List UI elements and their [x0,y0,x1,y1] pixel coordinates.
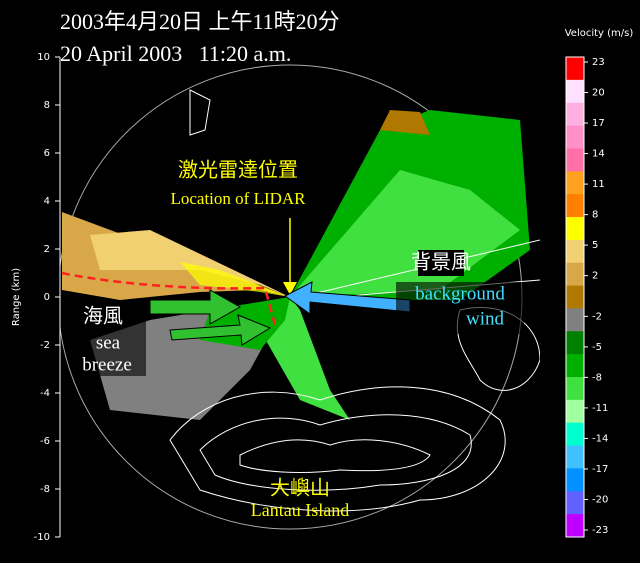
y-tick-label: 10 [37,52,50,63]
colorbar-tick-label: -14 [592,433,608,444]
wind-label-en: wind [466,308,505,329]
y-tick-label: 0 [44,292,50,303]
colorbar-swatch [566,491,584,515]
colorbar-swatch [566,514,584,538]
y-tick-label: 4 [44,196,50,207]
y-axis-label: Range (km) [11,268,22,326]
colorbar-tick-label: -2 [592,311,602,322]
sea-label-en: sea [96,332,121,353]
colorbar-tick-label: -5 [592,342,602,353]
sea-breeze-arrow [149,289,242,325]
colorbar-swatch [566,148,584,172]
colorbar-tick-label: -17 [592,464,608,475]
colorbar-swatch [566,354,584,378]
colorbar-swatch [566,102,584,127]
colorbar-swatch [566,399,584,424]
label-box [418,250,464,276]
colorbar-swatch [566,468,584,492]
colorbar-swatch [566,285,584,309]
y-tick-label: -8 [40,484,50,495]
terrain-contours [169,89,540,512]
colorbar-tick-label: 14 [592,149,605,160]
colorbar-swatch [566,217,584,241]
colorbar-tick-label: 20 [592,88,605,99]
colorbar-tick-label: -8 [592,372,602,383]
y-tick-label: -10 [34,532,50,543]
y-tick-label: 2 [44,244,50,255]
lidar-label-zh: 激光雷達位置 [178,159,298,182]
lidar-label-en: Location of LIDAR [170,189,306,208]
colorbar-swatch [566,239,584,264]
colorbar-tick-label: 8 [592,210,598,221]
colorbar-swatch [566,125,584,149]
wind-label-en: background [415,283,505,304]
colorbar-label: Velocity (m/s) [565,28,634,39]
colorbar-tick-label: -11 [592,403,608,414]
colorbar-frame [565,56,585,538]
colorbar-swatch [566,57,584,81]
title-chinese: 2003年4月20日 上午11時20分 [60,9,340,34]
colorbar-tick-label: 2 [592,271,598,282]
colorbar-swatch [566,445,584,469]
colorbar-swatch [566,171,584,195]
sea-breeze-front [61,271,277,326]
lidar-pointer-head [283,282,297,295]
sea-label-en: breeze [82,354,132,375]
echo-sector [260,297,350,420]
colorbar-tick-label: 23 [592,57,605,68]
colorbar-tick-label: -23 [592,525,608,536]
colorbar-swatch [566,262,584,287]
background-wind-arrow [284,281,411,315]
echo-patch [380,110,430,135]
colorbar-tick-label: 11 [592,179,605,190]
y-tick-label: -2 [40,340,50,351]
island-label-zh: 大嶼山 [270,477,330,500]
island-label-en: Lantau Island [251,500,349,520]
y-tick-label: 6 [44,148,50,159]
label-box [396,282,524,334]
y-tick-label: -6 [40,436,50,447]
label-box [74,302,146,376]
colorbar-swatch [566,331,584,355]
title-english: 20 April 2003 11:20 a.m. [60,41,291,66]
colorbar-swatch [566,194,584,218]
colorbar-tick-label: 5 [592,240,598,251]
colorbar-swatch [566,79,584,104]
colorbar-tick-label: 17 [592,118,605,129]
sea-breeze-arrow [169,314,272,346]
colorbar-swatch [566,308,584,332]
colorbar-swatch [566,422,584,447]
echo-sector [90,230,290,297]
colorbar-tick-label: -20 [592,494,608,505]
sea-label-zh: 海風 [83,305,123,328]
y-tick-label: 8 [44,100,50,111]
colorbar-swatch [566,377,584,401]
y-tick-label: -4 [40,388,50,399]
wind-label-zh: 背景風 [411,251,471,274]
